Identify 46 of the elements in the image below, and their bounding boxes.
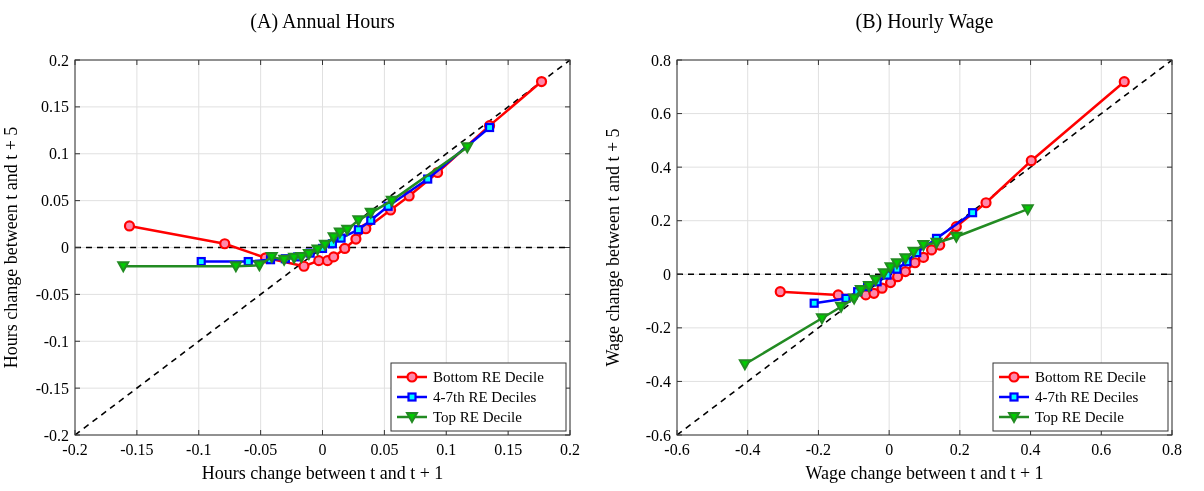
y-tick-label: -0.6 xyxy=(645,426,671,444)
x-tick-label: 0.4 xyxy=(1020,441,1041,458)
y-tick-label: -0.05 xyxy=(35,285,69,303)
x-tick-label: 0.2 xyxy=(949,441,970,458)
legend-label: Bottom RE Decile xyxy=(433,369,545,386)
x-tick-label: 0.05 xyxy=(370,441,399,458)
y-tick-label: -0.4 xyxy=(645,373,671,391)
legend-label: Top RE Decile xyxy=(433,409,523,426)
chart-title: (A) Annual Hours xyxy=(250,10,395,33)
legend-label: Bottom RE Decile xyxy=(1035,369,1147,386)
x-tick-label: -0.2 xyxy=(62,441,88,458)
y-tick-label: 0.2 xyxy=(651,212,671,230)
x-tick-label: -0.05 xyxy=(243,441,278,458)
x-tick-label: 0 xyxy=(318,441,327,458)
x-tick-label: -0.15 xyxy=(120,441,154,458)
y-tick-label: 0.8 xyxy=(651,51,671,69)
y-tick-label: 0.2 xyxy=(49,51,69,69)
x-tick-label: 0.2 xyxy=(560,441,580,458)
x-tick-label: 0.1 xyxy=(436,441,457,458)
x-tick-label: -0.2 xyxy=(805,441,832,458)
x-tick-label: 0.15 xyxy=(494,441,523,458)
y-tick-label: 0.4 xyxy=(651,158,671,176)
y-tick-label: 0.15 xyxy=(41,98,69,116)
y-tick-label: -0.15 xyxy=(35,379,69,397)
x-tick-label: -0.1 xyxy=(186,441,212,458)
y-tick-label: 0.6 xyxy=(651,105,671,123)
chart-title: (B) Hourly Wage xyxy=(855,10,994,33)
y-tick-label: 0 xyxy=(663,265,671,283)
x-tick-label: 0 xyxy=(885,441,894,458)
y-tick-label: -0.2 xyxy=(43,426,69,444)
y-axis-title: Wage change between t and t + 5 xyxy=(603,128,623,367)
x-tick-label: 0.8 xyxy=(1162,441,1182,458)
y-tick-label: -0.1 xyxy=(43,332,69,350)
legend-label: 4-7th RE Deciles xyxy=(1035,389,1139,406)
x-tick-label: -0.4 xyxy=(735,441,761,458)
legend-label: 4-7th RE Deciles xyxy=(433,389,537,406)
y-tick-label: 0 xyxy=(61,239,69,257)
y-axis-title: Hours change between t and t + 5 xyxy=(1,126,21,369)
y-tick-label: 0.1 xyxy=(49,145,69,163)
y-tick-label: -0.2 xyxy=(645,319,671,337)
x-axis-title: Wage change between t and t + 1 xyxy=(805,463,1044,483)
y-tick-label: 0.05 xyxy=(41,192,69,210)
legend-label: Top RE Decile xyxy=(1035,409,1125,426)
x-tick-label: -0.6 xyxy=(664,441,690,458)
x-axis-title: Hours change between t and t + 1 xyxy=(201,463,444,483)
x-tick-label: 0.6 xyxy=(1091,441,1112,458)
